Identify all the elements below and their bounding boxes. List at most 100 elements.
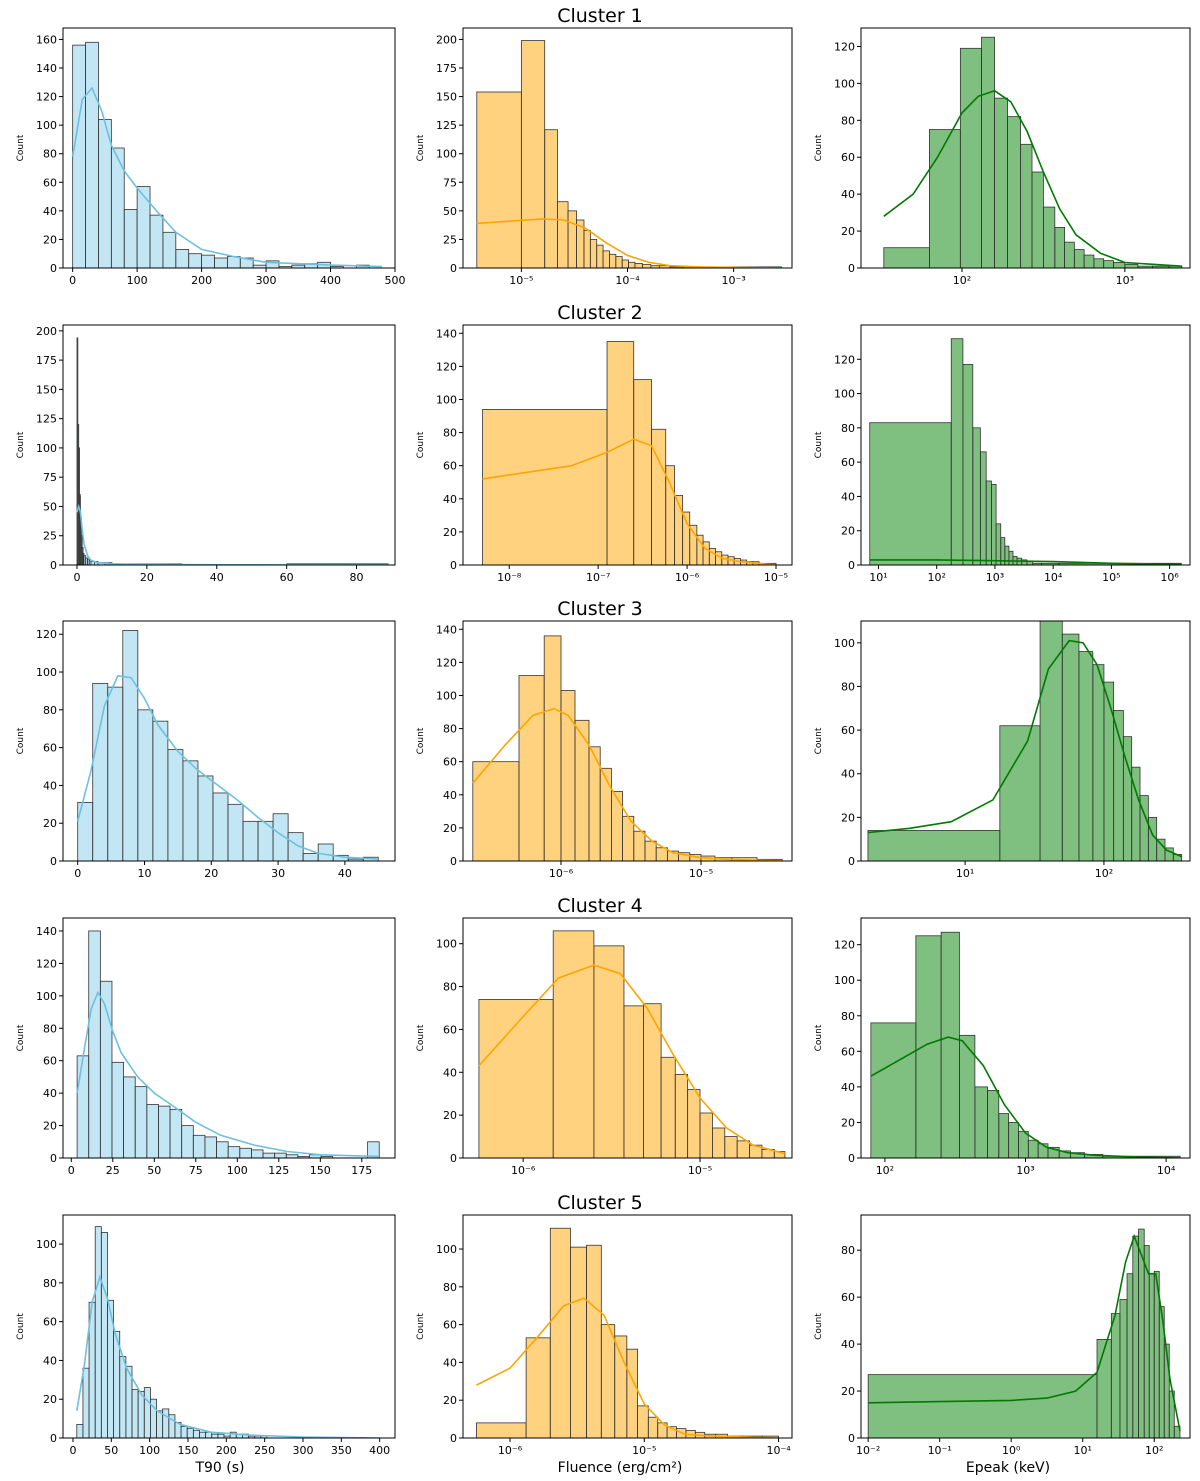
kde-line — [472, 707, 783, 861]
x-tick-label: 10³ — [986, 571, 1004, 584]
x-tick-label: 10⁻⁵ — [689, 867, 713, 880]
histogram-bar — [615, 256, 623, 268]
y-axis-label: Count — [416, 1024, 426, 1051]
y-tick-label: 50 — [43, 500, 57, 513]
y-tick-label: 0 — [848, 262, 855, 275]
y-tick-label: 100 — [36, 666, 57, 679]
y-tick-label: 120 — [834, 939, 855, 952]
histogram-bar — [482, 409, 608, 565]
x-tick-label: 350 — [331, 1444, 352, 1457]
histogram-bar — [991, 484, 997, 565]
y-tick-label: 20 — [841, 1116, 855, 1129]
histogram-bar — [641, 264, 652, 268]
histogram-bar — [242, 820, 259, 861]
histogram-bar — [995, 523, 1002, 565]
y-tick-label: 100 — [436, 938, 457, 951]
y-tick-label: 125 — [436, 119, 457, 132]
x-tick-label: 400 — [369, 1444, 390, 1457]
panel-r3-t90: 0 10 20 30 40 0 20 40 60 80 100 120 Count — [16, 620, 396, 880]
histogram-bar — [1064, 241, 1075, 268]
y-axis-label: Count — [16, 727, 26, 754]
marks — [76, 630, 379, 861]
y-tick-label: 175 — [436, 62, 457, 75]
axes-frame — [860, 620, 1191, 862]
histogram-bar — [227, 803, 244, 861]
x-tick-label: 100 — [127, 274, 148, 287]
histogram-bar — [1018, 1130, 1029, 1158]
y-tick-label: 80 — [443, 981, 457, 994]
y-tick-label: 20 — [43, 233, 57, 246]
y-tick-label: 100 — [834, 974, 855, 987]
histogram-bar — [987, 1090, 1000, 1158]
y-tick-label: 60 — [443, 1023, 457, 1036]
y-tick-label: 0 — [848, 855, 855, 868]
axes-frame — [462, 620, 793, 862]
histogram-panels: 0 100 200 300 400 500020406080100120140160Cou… — [16, 27, 1191, 1457]
y-tick-label: 0 — [50, 1152, 57, 1165]
histogram-bar — [204, 1136, 217, 1158]
histogram-bar — [1103, 260, 1114, 268]
histogram-bar — [520, 40, 546, 268]
panel-r3-epeak: 10¹ 10² 0 20 40 60 80 100 Count — [814, 620, 1191, 880]
x-tick-label: 10⁻⁶ — [511, 1164, 536, 1177]
histogram-bar — [265, 260, 280, 268]
y-tick-label: 40 — [841, 490, 855, 503]
y-tick-label: 40 — [43, 1354, 57, 1367]
y-axis-label: Count — [416, 134, 426, 161]
axes-frame — [462, 917, 793, 1159]
y-tick-label: 200 — [436, 33, 457, 46]
histogram-bar — [633, 379, 652, 565]
column-xlabels: T90 (s) Fluence (erg/cm²) Epeak (keV) — [194, 1460, 1050, 1476]
y-axis-label: Count — [416, 431, 426, 458]
histogram-bar — [543, 635, 562, 861]
histogram-bar — [478, 999, 554, 1158]
x-tick-label: 10² — [876, 1164, 894, 1177]
histogram-bar — [188, 253, 203, 268]
histogram-bar — [637, 1405, 649, 1438]
y-tick-label: 100 — [834, 388, 855, 401]
y-tick-label: 40 — [43, 205, 57, 218]
x-tick-label: 0 — [73, 571, 80, 584]
histogram-bar — [182, 760, 199, 861]
histogram-bar — [158, 1105, 171, 1158]
histogram-bar — [367, 1141, 380, 1158]
histogram-bar — [998, 1113, 1010, 1158]
y-tick-label: 100 — [436, 689, 457, 702]
y-tick-label: 150 — [36, 383, 57, 396]
y-tick-label: 40 — [841, 1081, 855, 1094]
axes-frame — [62, 324, 396, 566]
x-tick-label: 10 — [137, 867, 151, 880]
y-tick-label: 140 — [436, 327, 457, 340]
histogram-bar — [110, 147, 125, 268]
panel-r2-fluence: 10⁻⁸ 10⁻⁷ 10⁻⁶ 10⁻⁵ 0 20 40 60 80 100 120 140 Count — [416, 324, 793, 584]
histogram-bar — [216, 1141, 229, 1158]
histogram-bar — [180, 1425, 188, 1438]
y-tick-label: 100 — [436, 148, 457, 161]
y-tick-label: 125 — [36, 413, 57, 426]
y-tick-label: 80 — [43, 1022, 57, 1035]
histogram-bar — [143, 1387, 151, 1438]
kde-line — [476, 1297, 779, 1438]
marks — [869, 338, 1182, 565]
x-tick-label: 10⁻³ — [722, 274, 746, 287]
histogram-bar — [1156, 838, 1166, 861]
histogram-bar — [549, 1227, 571, 1438]
y-tick-label: 100 — [36, 1238, 57, 1251]
histogram-bar — [959, 47, 982, 268]
x-tick-label: 0 — [69, 274, 76, 287]
y-tick-label: 100 — [36, 442, 57, 455]
histogram-bar — [186, 1427, 194, 1438]
histogram-bar — [999, 725, 1041, 861]
marks — [476, 40, 782, 268]
y-tick-label: 20 — [841, 225, 855, 238]
x-tick-label: 80 — [350, 571, 364, 584]
histogram-bar — [146, 1104, 159, 1158]
histogram-bar — [98, 119, 112, 268]
histogram-bar — [1073, 249, 1085, 268]
x-tick-label: 0 — [69, 1444, 76, 1457]
x-tick-label: 10² — [953, 274, 971, 287]
histogram-bar — [192, 1134, 206, 1158]
kde-line — [76, 990, 379, 1158]
x-tick-label: 10⁻⁵ — [688, 1164, 712, 1177]
marks — [476, 1227, 779, 1438]
